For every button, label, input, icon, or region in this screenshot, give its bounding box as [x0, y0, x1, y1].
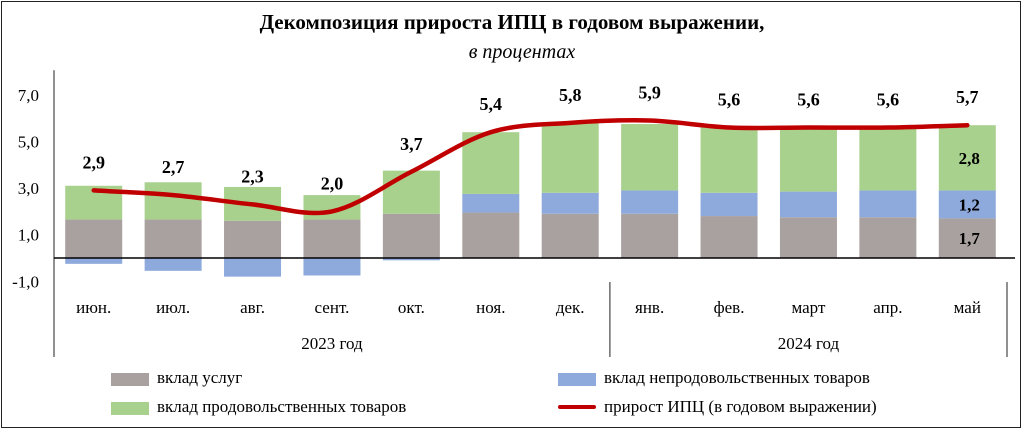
bar-food	[382, 170, 440, 214]
legend-label-cpi-line: прирост ИПЦ (в годовом выражении)	[604, 397, 877, 416]
bar-services	[462, 212, 520, 258]
cpi-value-label: 5,9	[638, 83, 661, 103]
cpi-value-label: 5,8	[559, 85, 582, 105]
bar-food	[462, 132, 520, 194]
bar-nonfood	[779, 191, 837, 218]
cpi-value-label: 5,6	[877, 90, 900, 110]
x-category-label: дек.	[556, 298, 585, 317]
legend-swatch-services	[111, 373, 149, 386]
x-category-label: сент.	[315, 298, 350, 317]
legend-swatch-food	[111, 402, 149, 415]
y-tick-label: -1,0	[12, 272, 39, 291]
y-tick-label: 3,0	[18, 179, 39, 198]
cpi-value-label: 2,9	[82, 152, 105, 172]
x-year-group-label: 2024 год	[778, 334, 840, 353]
x-category-label: окт.	[398, 298, 425, 317]
bar-services	[65, 219, 123, 258]
legend-label-food: вклад продовольственных товаров	[157, 397, 407, 416]
segment-value-label: 2,8	[959, 149, 980, 168]
cpi-value-label: 5,6	[718, 90, 741, 110]
bar-nonfood	[65, 258, 123, 264]
bar-nonfood	[859, 190, 917, 218]
y-tick-label: 1,0	[18, 226, 39, 245]
cpi-value-label: 5,7	[956, 87, 979, 107]
bar-services	[859, 217, 917, 258]
legend-swatch-cpi-line	[558, 405, 596, 409]
bar-food	[700, 127, 758, 193]
bar-food	[303, 195, 361, 220]
bar-services	[382, 213, 440, 258]
x-year-group-label: 2023 год	[301, 334, 363, 353]
bar-services	[938, 218, 996, 258]
legend-label-services: вклад услуг	[157, 368, 243, 387]
cpi-value-label: 2,3	[241, 166, 264, 186]
x-category-label: март	[792, 298, 826, 317]
legend-label-nonfood: вклад непродовольственных товаров	[604, 368, 870, 387]
x-category-label: фев.	[714, 298, 745, 317]
cpi-value-label: 5,6	[797, 90, 820, 110]
y-tick-label: 5,0	[18, 133, 39, 152]
bar-services	[224, 220, 282, 258]
x-category-label: апр.	[873, 298, 902, 317]
bar-food	[541, 122, 599, 193]
bar-services	[700, 216, 758, 258]
bar-nonfood	[938, 190, 996, 219]
bar-services	[303, 219, 361, 258]
bar-nonfood	[382, 258, 440, 261]
bar-food	[144, 182, 202, 220]
x-category-label: ноя.	[476, 298, 505, 317]
legend-swatch-nonfood	[558, 373, 596, 386]
bar-nonfood	[462, 193, 520, 213]
chart-subtitle: в процентах	[468, 41, 576, 63]
bar-nonfood	[224, 258, 282, 277]
cpi-value-label: 2,7	[162, 157, 185, 177]
x-category-label: авг.	[240, 298, 265, 317]
x-category-label: июл.	[156, 298, 190, 317]
bar-services	[144, 219, 202, 258]
bar-nonfood	[144, 258, 202, 271]
cpi-value-label: 5,4	[480, 94, 503, 114]
x-category-label: июн.	[76, 298, 111, 317]
bar-nonfood	[621, 190, 679, 214]
x-category-label: янв.	[635, 298, 664, 317]
bar-food	[621, 124, 679, 191]
cpi-value-label: 3,7	[400, 134, 423, 154]
bar-services	[621, 213, 679, 258]
bar-nonfood	[303, 258, 361, 276]
bar-services	[541, 213, 599, 258]
y-tick-label: 7,0	[18, 86, 39, 105]
bar-nonfood	[541, 192, 599, 214]
segment-value-label: 1,2	[959, 195, 980, 214]
cpi-line	[91, 118, 970, 216]
bar-food	[779, 127, 837, 192]
cpi-value-label: 2,0	[321, 173, 344, 193]
bar-food	[938, 125, 996, 191]
chart-title: Декомпозиция прироста ИПЦ в годовом выра…	[259, 10, 765, 34]
bar-services	[779, 217, 837, 258]
bar-food	[859, 126, 917, 191]
x-category-label: май	[954, 298, 981, 317]
bar-nonfood	[700, 192, 758, 217]
segment-value-label: 1,7	[959, 229, 981, 248]
